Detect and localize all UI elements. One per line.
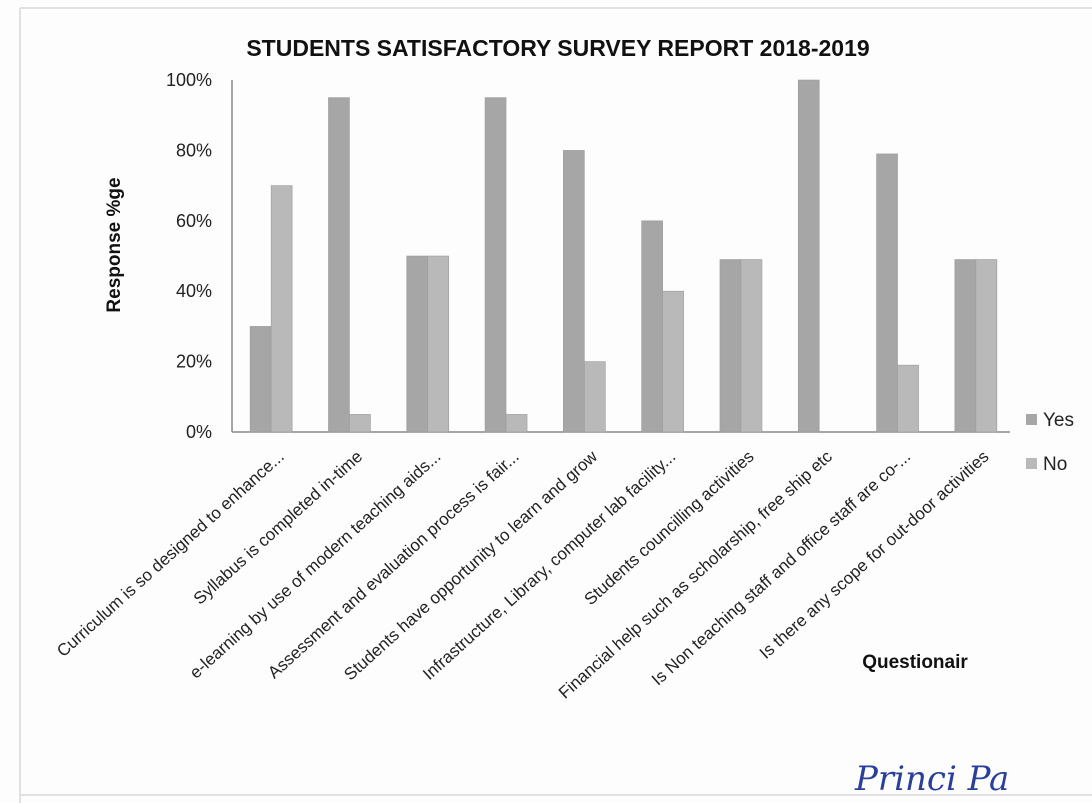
bar-no-1	[270, 185, 293, 433]
bar-yes-4	[484, 97, 507, 433]
x-tick-label: Financial help such as scholarship, free…	[555, 447, 836, 703]
y-tick-label: 20%	[176, 352, 212, 372]
x-axis-ticks: Curriculum is so designed to enhance...S…	[53, 446, 992, 702]
bar-yes-8	[797, 79, 820, 433]
legend-label-no: No	[1043, 454, 1067, 475]
bar-yes-3	[406, 255, 429, 433]
legend: Yes No	[1026, 410, 1074, 475]
bar-yes-1	[249, 326, 272, 433]
bar-no-3	[427, 255, 450, 433]
legend-swatch-yes	[1026, 414, 1037, 425]
bar-yes-9	[876, 153, 898, 433]
bar-no-7	[740, 259, 763, 433]
y-tick-label: 60%	[176, 211, 212, 231]
chart-title: STUDENTS SATISFACTORY SURVEY REPORT 2018…	[246, 35, 869, 61]
y-tick-label: 0%	[186, 422, 212, 442]
bar-no-10	[975, 259, 998, 433]
bar-no-5	[584, 361, 606, 433]
bar-no-6	[662, 290, 684, 433]
principal-signature: Princi Pa	[854, 759, 1009, 799]
bar-yes-2	[328, 97, 350, 433]
legend-swatch-no	[1026, 458, 1037, 469]
y-axis-ticks: 0% 20% 40% 60% 80% 100%	[166, 70, 212, 442]
bar-no-2	[349, 414, 371, 433]
y-axis-label: Response %ge	[104, 177, 125, 312]
y-tick-label: 100%	[166, 70, 212, 90]
bar-yes-5	[563, 150, 585, 433]
y-tick-label: 40%	[176, 281, 212, 301]
bar-no-4	[505, 414, 528, 433]
y-tick-label: 80%	[176, 140, 212, 160]
bar-yes-10	[954, 259, 977, 433]
bar-yes-6	[641, 220, 663, 433]
legend-label-yes: Yes	[1043, 410, 1074, 431]
bar-no-9	[897, 364, 919, 433]
bar-yes-7	[719, 259, 742, 433]
bars	[249, 79, 998, 433]
x-axis-label: Questionair	[862, 652, 968, 673]
chart-frame	[19, 7, 1092, 803]
